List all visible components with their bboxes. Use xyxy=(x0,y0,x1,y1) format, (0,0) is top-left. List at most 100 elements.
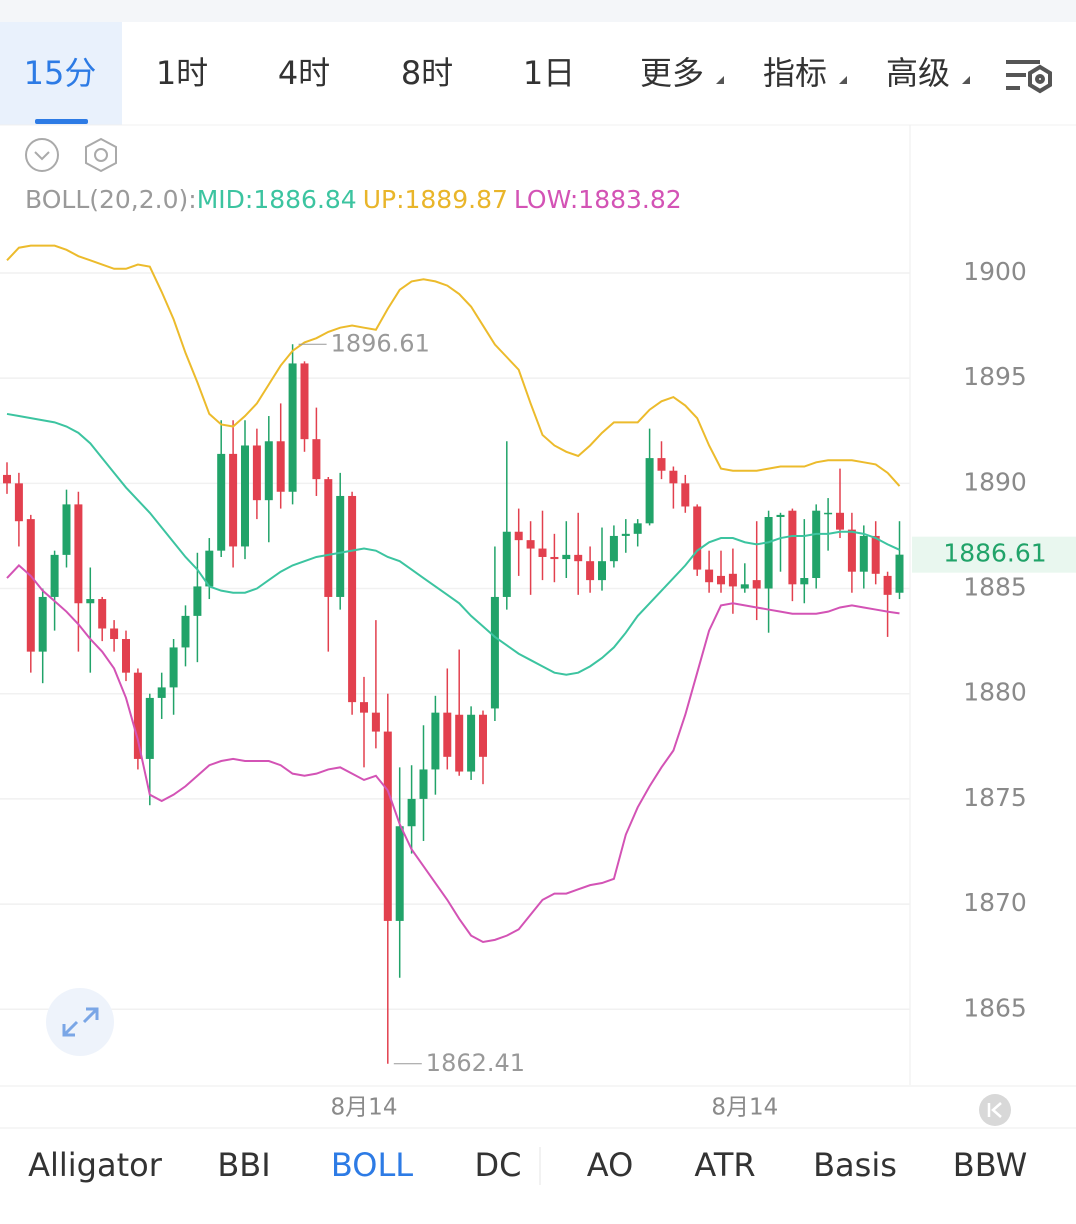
candle-body xyxy=(669,470,678,484)
candle-body xyxy=(205,550,214,587)
candle-body xyxy=(288,363,297,492)
candle-body xyxy=(502,531,511,597)
indicator-legend: BOLL(20,2.0):MID:1886.84 UP:1889.87 LOW:18… xyxy=(25,185,682,214)
candle-body xyxy=(241,445,249,547)
timeframe-tab[interactable]: 1时 xyxy=(156,54,208,92)
candle-body xyxy=(598,561,606,581)
candle-body xyxy=(847,529,856,572)
candle-body xyxy=(217,453,226,551)
candle-body xyxy=(871,535,880,574)
candle-body xyxy=(621,533,630,536)
timeframe-tab[interactable]: 4时 xyxy=(278,54,330,92)
timeframe-tab[interactable]: 8时 xyxy=(401,54,453,92)
timeframe-tab[interactable]: 更多 xyxy=(640,54,704,92)
candle-body xyxy=(74,504,83,604)
indicator-tab[interactable]: DC xyxy=(475,1146,522,1184)
candle-body xyxy=(490,596,499,709)
status-strip xyxy=(0,0,1076,22)
indicator-tab[interactable]: AO xyxy=(587,1146,634,1184)
indicator-tab[interactable]: BOLL xyxy=(331,1146,413,1184)
candle-body xyxy=(38,596,47,652)
scroll-end-icon[interactable] xyxy=(979,1094,1011,1126)
candle-body xyxy=(300,363,309,440)
candle-body xyxy=(157,687,166,698)
active-tab-underline xyxy=(35,119,88,124)
candle-body xyxy=(740,584,749,589)
min-marker-label: 1862.41 xyxy=(426,1049,525,1077)
y-tick-label: 1900 xyxy=(963,257,1027,286)
indicator-tab[interactable]: BBW xyxy=(953,1146,1027,1184)
candle-body xyxy=(895,554,904,593)
candle-body xyxy=(538,548,547,557)
candle-body xyxy=(312,439,321,480)
candle-body xyxy=(443,712,452,757)
y-tick-label: 1875 xyxy=(963,783,1027,812)
indicator-tab[interactable]: Basis xyxy=(813,1146,897,1184)
candle-body xyxy=(264,441,273,501)
dropdown-caret xyxy=(716,76,724,84)
plot: 1865 1870 1875 1880 1885 1890 1895 1900 8月14 8月14… xyxy=(0,244,1076,1121)
candle-body xyxy=(764,517,773,589)
candle-body xyxy=(645,458,654,524)
indicator-tab[interactable]: BBI xyxy=(217,1146,270,1184)
candle-body xyxy=(681,483,690,507)
indicator-settings-icon[interactable] xyxy=(85,137,117,173)
band-line xyxy=(6,412,900,676)
candle-body xyxy=(657,458,666,471)
candle-body xyxy=(336,495,345,597)
candle-body xyxy=(431,712,440,770)
candle-body xyxy=(883,575,892,595)
timeframe-tab[interactable]: 高级 xyxy=(886,54,950,92)
candle-body xyxy=(360,702,368,713)
candle-body xyxy=(788,510,797,585)
y-tick-label: 1890 xyxy=(963,467,1027,496)
candle-body xyxy=(122,639,130,673)
candle-body xyxy=(776,514,785,518)
candle-body xyxy=(229,453,238,547)
candle-body xyxy=(181,615,190,648)
candle-body xyxy=(467,714,476,772)
active-tab-bg xyxy=(0,22,122,125)
legend-item: LOW:1883.82 xyxy=(514,185,682,214)
candle-body xyxy=(526,540,535,549)
timeframe-tab[interactable]: 15分 xyxy=(24,54,97,92)
candle-body xyxy=(50,554,59,597)
candle-body xyxy=(419,769,428,799)
candle-body xyxy=(824,512,833,515)
dropdown-caret xyxy=(962,76,970,84)
candle-body xyxy=(169,647,178,688)
legend-item: BOLL(20,2.0): xyxy=(25,185,197,214)
candle-body xyxy=(800,578,809,585)
y-tick-label: 1880 xyxy=(963,678,1027,707)
candle-body xyxy=(633,523,642,534)
candle-body xyxy=(62,504,71,555)
candle-body xyxy=(705,569,714,583)
indicator-tab[interactable]: ATR xyxy=(694,1146,755,1184)
candle-body xyxy=(14,483,23,522)
band-line xyxy=(6,563,900,943)
candle-body xyxy=(383,731,392,921)
candle-body xyxy=(717,575,725,585)
collapse-icon[interactable] xyxy=(25,138,59,172)
timeframe-tab[interactable]: 1日 xyxy=(523,54,575,92)
expand-icon[interactable] xyxy=(46,988,114,1056)
indicator-tab[interactable]: Alligator xyxy=(28,1146,163,1184)
candle-body xyxy=(693,506,702,570)
legend-item: MID:1886.84 xyxy=(197,185,357,214)
candle-body xyxy=(98,599,107,629)
candle-body xyxy=(193,586,202,616)
settings-icon[interactable] xyxy=(1006,60,1052,94)
candle-body xyxy=(276,441,285,492)
candle-body xyxy=(348,495,357,703)
candle-body xyxy=(324,479,333,597)
timeframe-tabs: 15分 1时 4时 8时 1日 更多 指标 高级 xyxy=(24,54,970,92)
candle-body xyxy=(26,519,35,652)
candle-body xyxy=(514,531,523,541)
indicator-tabs: Alligator BBI BOLL DC AO ATR Basis BBW xyxy=(28,1146,1027,1184)
dropdown-caret xyxy=(839,76,847,84)
timeframe-tab[interactable]: 指标 xyxy=(763,54,827,92)
x-tick-label: 8月14 xyxy=(711,1095,778,1121)
candle-body xyxy=(455,714,464,772)
candle-body xyxy=(574,554,583,562)
